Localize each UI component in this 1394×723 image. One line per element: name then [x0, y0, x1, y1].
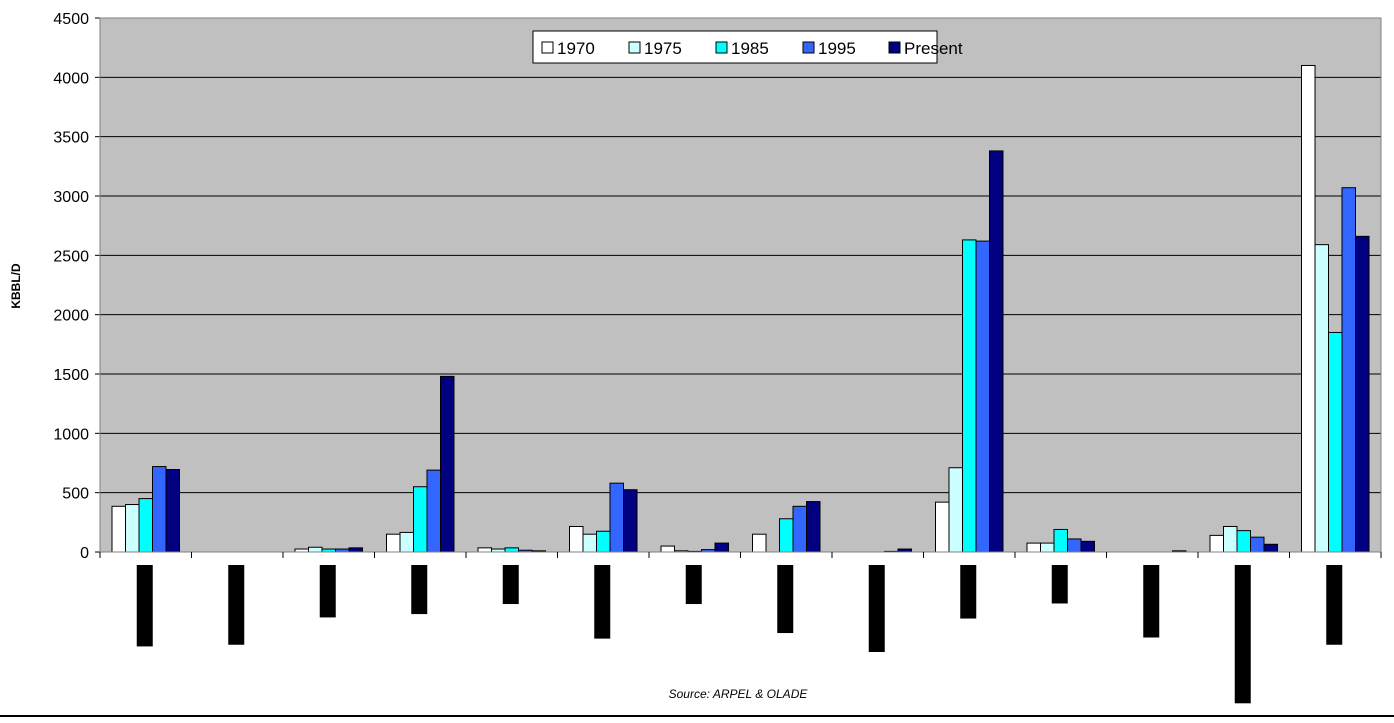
y-tick-label: 2500 — [53, 248, 89, 265]
category-label-mark-1 — [136, 565, 153, 647]
category-label-mark-3 — [319, 565, 336, 618]
bar-1985-11 — [1053, 528, 1068, 553]
bar-1970-4 — [386, 533, 401, 553]
bar-1985-10 — [962, 239, 977, 553]
legend-label-1975: 1975 — [644, 39, 682, 58]
legend-label-1985: 1985 — [731, 39, 769, 58]
y-tick-label: 3000 — [53, 189, 89, 206]
y-tick-label: 1500 — [53, 367, 89, 384]
legend-swatch-1975 — [628, 41, 641, 54]
bar-1985-6 — [596, 530, 611, 553]
category-label-mark-6 — [594, 565, 611, 639]
legend-swatch-1985 — [715, 41, 728, 54]
category-label-mark-12 — [1143, 565, 1160, 638]
bar-1975-1 — [125, 504, 140, 553]
category-label-mark-5 — [502, 565, 519, 605]
axes — [99, 17, 1382, 558]
bar-present-3 — [348, 547, 363, 553]
bar-1985-1 — [138, 498, 153, 553]
bar-present-8 — [806, 501, 821, 553]
y-tick-label: 0 — [80, 545, 89, 562]
bar-1975-6 — [582, 533, 597, 553]
plot-area — [100, 18, 1381, 552]
legend-label-present: Present — [904, 39, 963, 58]
bar-1975-13 — [1223, 525, 1238, 553]
bar-1970-10 — [935, 501, 950, 553]
bar-1970-11 — [1026, 542, 1041, 553]
legend-swatch-present — [888, 41, 901, 54]
bar-present-4 — [440, 375, 455, 553]
bar-present-1 — [165, 469, 180, 553]
bar-1995-14 — [1341, 187, 1356, 553]
bar-1970-6 — [569, 525, 584, 553]
bar-1975-11 — [1040, 542, 1055, 553]
legend-box — [532, 30, 938, 64]
bar-1995-4 — [426, 469, 441, 553]
bar-1985-8 — [779, 518, 794, 553]
bar-1995-1 — [152, 466, 167, 553]
category-label-mark-4 — [411, 565, 428, 615]
y-tick-label: 2000 — [53, 308, 89, 325]
category-label-mark-8 — [777, 565, 794, 634]
category-label-marks — [136, 565, 1343, 704]
bar-1970-1 — [111, 505, 126, 553]
legend-label-1995: 1995 — [818, 39, 856, 58]
bar-1985-13 — [1236, 530, 1251, 553]
bar-1985-5 — [504, 547, 519, 553]
bar-1995-6 — [609, 482, 624, 553]
y-tick-label: 4500 — [53, 11, 89, 28]
bar-1970-13 — [1209, 534, 1224, 553]
bar-1995-8 — [792, 505, 807, 553]
y-tick-label: 3500 — [53, 130, 89, 147]
bar-present-6 — [623, 489, 638, 553]
bar-1975-4 — [399, 531, 414, 553]
category-label-mark-2 — [228, 565, 245, 645]
bar-1975-10 — [948, 467, 963, 553]
bar-present-10 — [989, 150, 1004, 553]
bar-1995-10 — [975, 240, 990, 553]
bar-1985-14 — [1328, 331, 1343, 553]
bar-1975-14 — [1314, 244, 1329, 553]
legend-label-1970: 1970 — [557, 39, 595, 58]
category-label-mark-13 — [1234, 565, 1251, 704]
y-axis-label: KBBL/D — [9, 263, 23, 309]
legend-swatch-1970 — [541, 41, 554, 54]
bar-1970-8 — [752, 533, 767, 553]
legend: 1970 1975 1985 1995 Present — [532, 30, 963, 64]
source-annotation: Source: ARPEL & OLADE — [669, 687, 809, 701]
y-axis-ticks: 0 500 1000 1500 2000 2500 3000 3500 4000 4500 — [53, 11, 100, 562]
bar-present-13 — [1263, 543, 1278, 553]
y-tick-label: 4000 — [53, 70, 89, 87]
y-tick-label: 500 — [62, 486, 89, 503]
category-label-mark-14 — [1326, 565, 1343, 645]
bar-1995-11 — [1067, 538, 1082, 553]
category-label-mark-7 — [685, 565, 702, 605]
bar-1970-5 — [477, 547, 492, 553]
category-label-mark-11 — [1051, 565, 1068, 604]
bar-1970-14 — [1301, 64, 1316, 553]
category-label-mark-9 — [868, 565, 885, 652]
category-label-mark-10 — [960, 565, 977, 619]
bar-1995-13 — [1250, 536, 1265, 553]
y-tick-label: 1000 — [53, 426, 89, 443]
bar-present-14 — [1355, 235, 1370, 553]
bar-1975-3 — [308, 546, 323, 553]
legend-swatch-1995 — [802, 41, 815, 54]
bar-present-11 — [1080, 540, 1095, 553]
bar-present-7 — [714, 542, 729, 553]
bar-1985-4 — [413, 486, 428, 553]
bar-1970-7 — [660, 545, 675, 553]
